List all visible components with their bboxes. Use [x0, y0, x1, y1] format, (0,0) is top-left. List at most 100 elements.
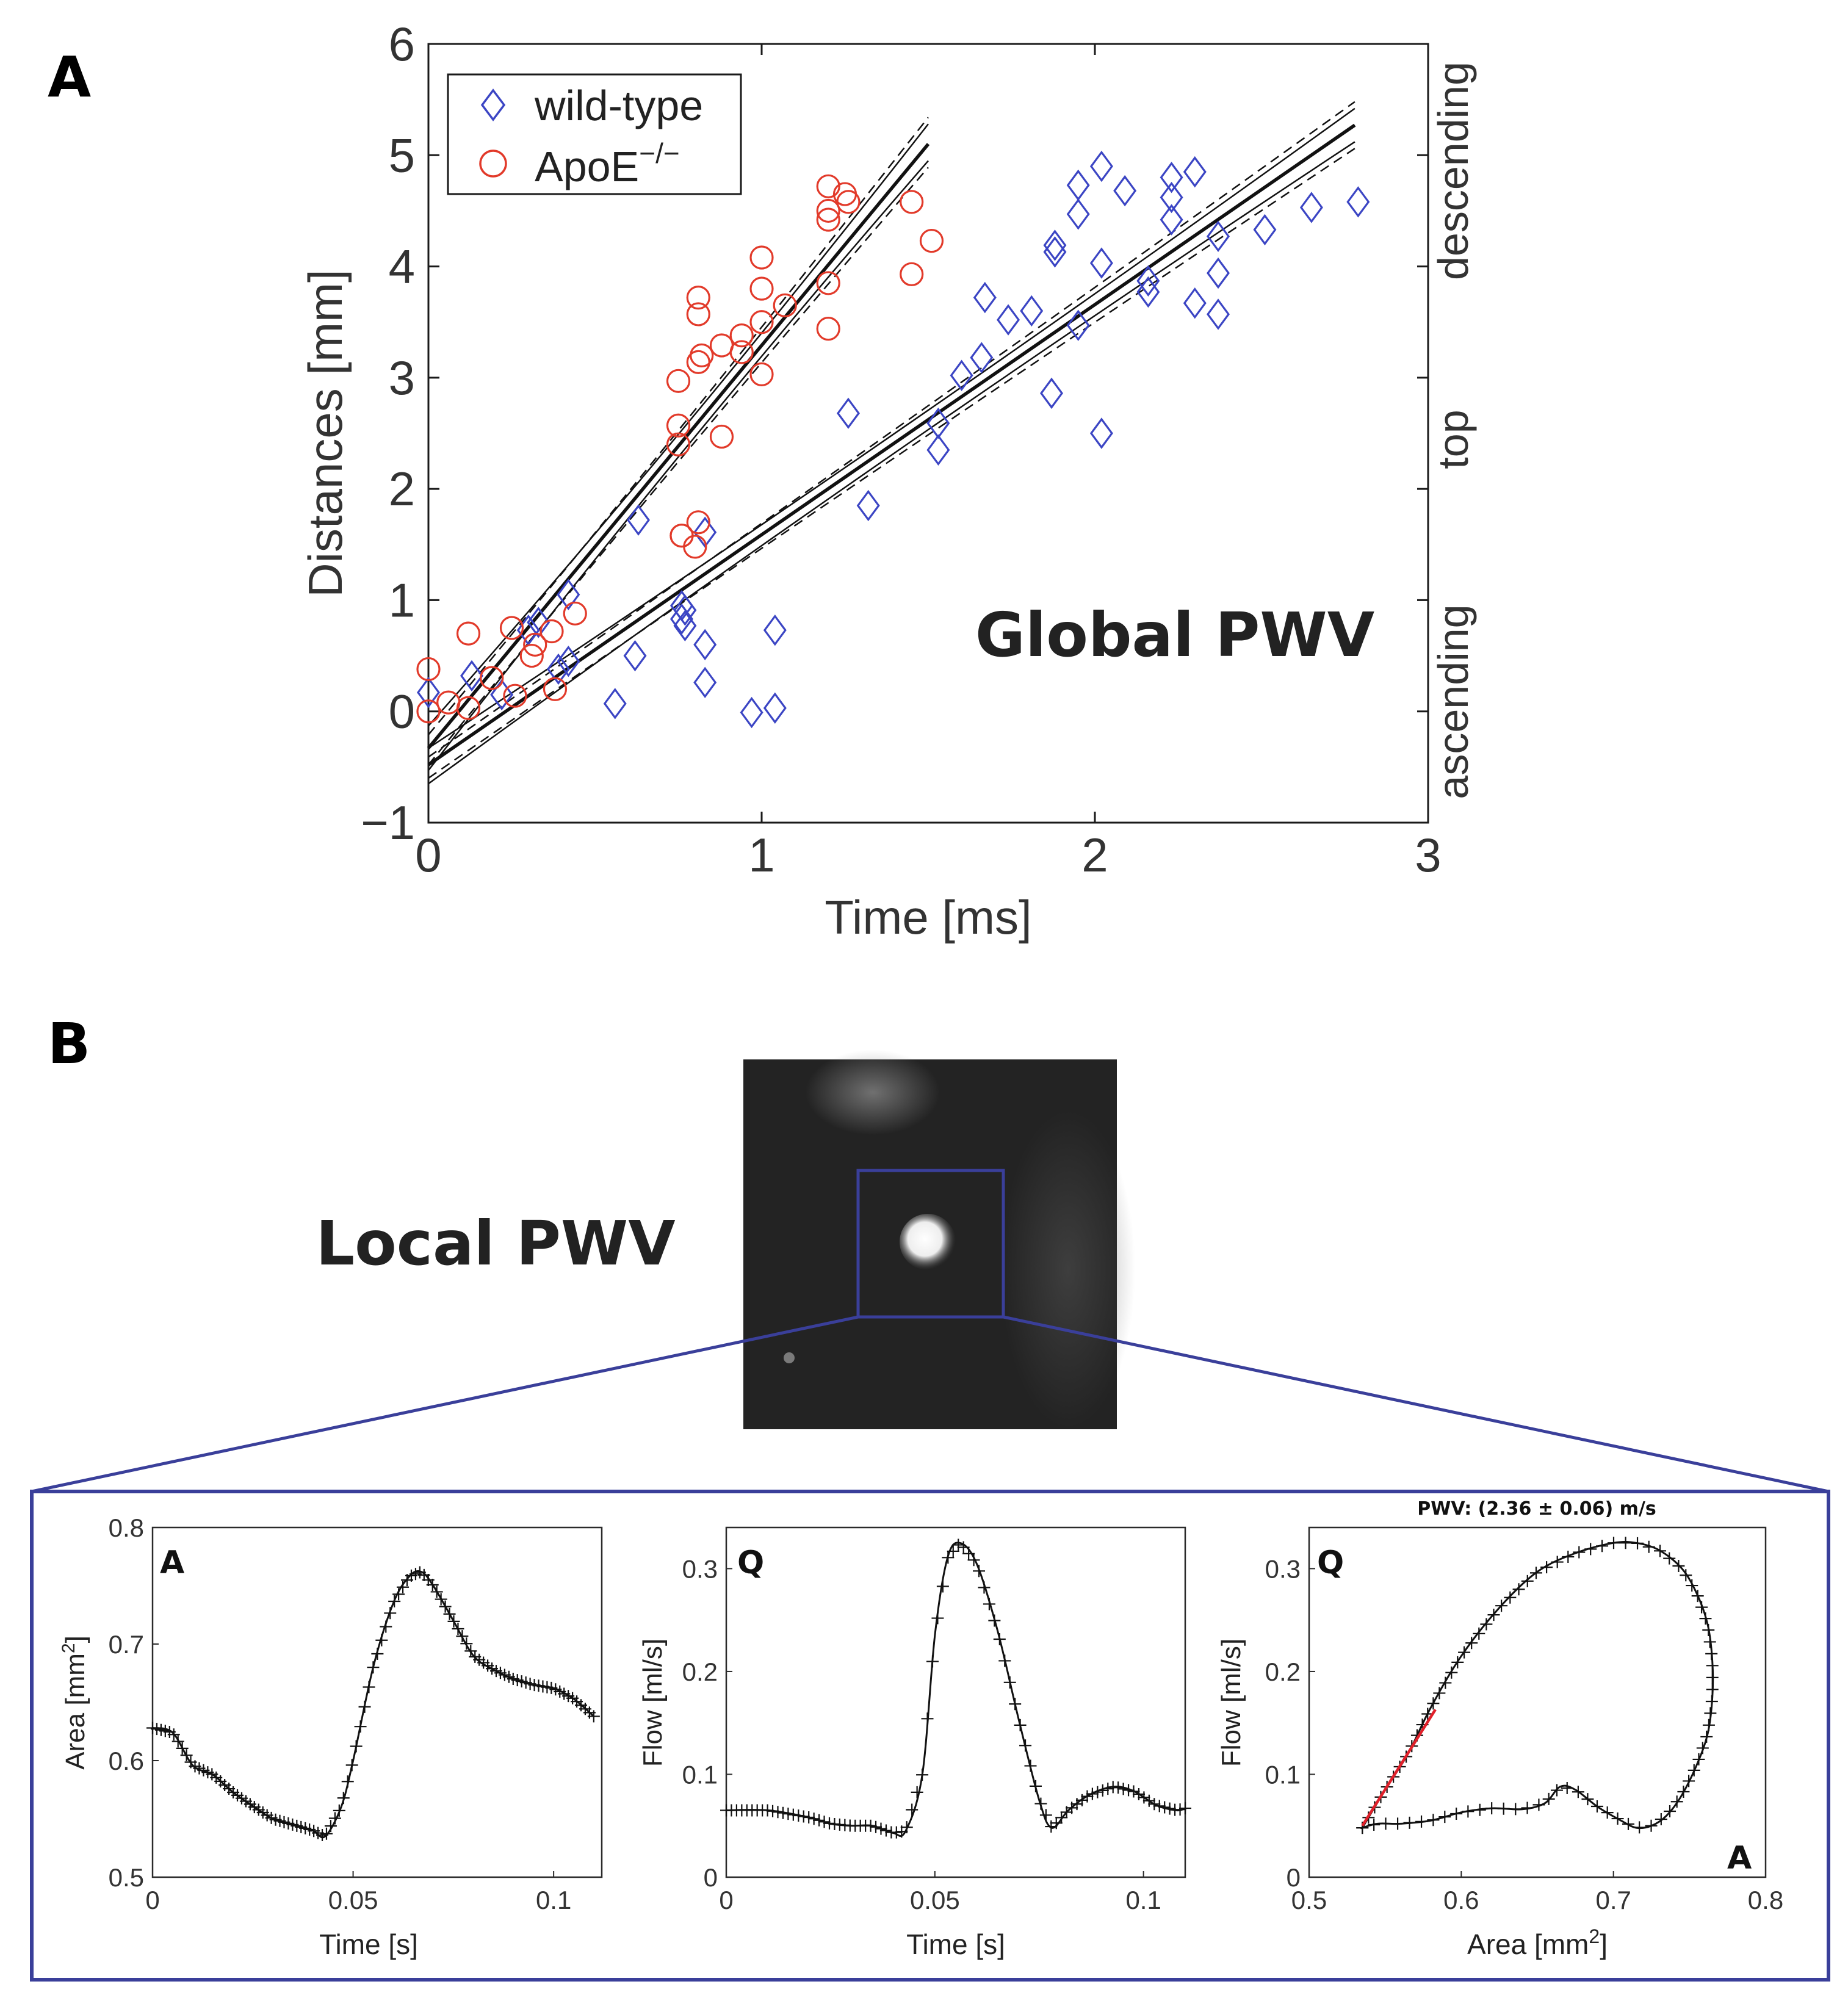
area-marker — [350, 1740, 363, 1753]
flow-marker — [1039, 1809, 1052, 1822]
y-tick-label: 6 — [389, 17, 415, 71]
x-tick-label: 0.05 — [910, 1886, 960, 1914]
wildtype-point — [740, 696, 763, 729]
x-tick-label: 0.8 — [1748, 1886, 1783, 1914]
legend-diamond-icon — [480, 88, 506, 121]
roi-box — [856, 1169, 1005, 1319]
right-label-top: top — [1429, 409, 1477, 469]
x-tick-label: 0.7 — [1595, 1886, 1631, 1914]
qa-marker — [1706, 1659, 1719, 1672]
flow-marker — [1112, 1781, 1125, 1794]
area-marker — [388, 1595, 401, 1607]
flow-marker — [957, 1541, 970, 1554]
qa-ticks: 0.5 0.6 0.7 0.8 0 0.1 0.2 0.3 — [1265, 1554, 1784, 1914]
legend-apoe-label: ApoE−/− — [535, 137, 680, 190]
qa-marker — [1561, 1782, 1573, 1794]
qa-marker — [1692, 1753, 1705, 1765]
wildtype-point — [670, 603, 693, 635]
flow-y-axis-label: Flow [ml/s] — [638, 1639, 668, 1767]
flow-marker — [1091, 1786, 1104, 1798]
apoe-point — [749, 276, 774, 301]
apoe-point — [503, 683, 527, 708]
fit-ci-line — [428, 141, 1355, 785]
qa-marker — [1596, 1540, 1609, 1553]
qa-curve — [1356, 1537, 1719, 1834]
qa-marker — [1497, 1802, 1510, 1815]
qa-corner-label-q: Q — [1317, 1545, 1344, 1581]
flow-marker — [916, 1769, 929, 1781]
flow-marker — [988, 1614, 1001, 1627]
area-plot-frame — [151, 1526, 603, 1878]
flow-plot: 0 0.05 0.1 0 0.1 0.2 0.3 Q Flow [ml/s] Time [s… — [638, 1526, 1191, 1960]
area-curve — [146, 1566, 600, 1841]
global-points — [416, 150, 1370, 729]
area-ticks: 0 0.05 0.1 0.5 0.6 0.7 0.8 — [109, 1513, 572, 1914]
area-marker — [337, 1792, 350, 1805]
zoom-line-left — [31, 1315, 859, 1493]
apoe-point — [543, 677, 568, 701]
y-tick-label: 1 — [389, 573, 415, 627]
flow-marker — [921, 1712, 934, 1725]
flow-marker — [1050, 1817, 1063, 1830]
flow-marker — [1009, 1698, 1022, 1711]
apoe-point — [690, 343, 714, 368]
flow-marker — [1174, 1803, 1186, 1816]
qa-marker — [1473, 1803, 1486, 1816]
apoe-point — [416, 657, 441, 682]
qa-marker — [1691, 1590, 1704, 1603]
flow-marker — [1138, 1791, 1150, 1804]
qa-marker — [1462, 1805, 1474, 1818]
apoe-point — [480, 666, 504, 690]
qa-marker — [1551, 1556, 1564, 1568]
apoe-point — [563, 601, 587, 626]
qa-marker — [1512, 1583, 1525, 1596]
wildtype-point — [763, 614, 787, 646]
flow-marker — [952, 1538, 965, 1551]
y-tick-label: 0.2 — [1265, 1657, 1301, 1686]
apoe-point — [773, 293, 797, 317]
area-marker — [176, 1742, 189, 1755]
apoe-point — [749, 310, 774, 334]
qa-marker — [1473, 1627, 1485, 1640]
mri-image — [743, 1050, 1135, 1429]
y-tick-label: 0.3 — [682, 1554, 718, 1583]
qa-marker — [1680, 1569, 1692, 1582]
y-tick-label: 2 — [389, 462, 415, 516]
qa-corner-label-a: A — [1727, 1840, 1752, 1877]
y-tick-label: 0.1 — [1265, 1760, 1301, 1789]
area-y-axis-label: Area [mm2] — [59, 1636, 90, 1770]
apoe-point — [666, 413, 691, 438]
wildtype-point — [997, 304, 1020, 336]
x-tick-label: 0.05 — [328, 1886, 378, 1914]
qa-marker — [1504, 1591, 1517, 1604]
qa-marker — [1509, 1803, 1522, 1816]
flow-marker — [1117, 1783, 1130, 1795]
area-marker — [447, 1615, 460, 1628]
qa-marker — [1427, 1814, 1440, 1827]
flow-marker — [1055, 1811, 1068, 1824]
flow-marker — [962, 1547, 975, 1560]
wildtype-point — [1043, 229, 1067, 261]
flow-marker — [911, 1786, 923, 1798]
wildtype-point — [623, 640, 647, 672]
flow-marker — [1102, 1783, 1114, 1795]
flow-ticks: 0 0.05 0.1 0 0.1 0.2 0.3 — [682, 1554, 1161, 1914]
flow-marker — [1153, 1800, 1166, 1812]
wildtype-point — [603, 688, 627, 719]
apoe-point — [900, 262, 924, 286]
qa-plot: 0.5 0.6 0.7 0.8 0 0.1 0.2 0.3 PWV: (2.36 ± 0.06… — [1216, 1498, 1783, 1960]
flow-marker — [931, 1612, 944, 1625]
qa-marker — [1601, 1806, 1614, 1819]
wildtype-point — [626, 504, 650, 536]
panel-b: B Local PWV — [30, 1011, 1830, 1982]
apoe-point — [499, 616, 524, 640]
y-tick-label: 0.8 — [109, 1513, 144, 1542]
qa-marker — [1427, 1697, 1440, 1710]
area-marker — [341, 1775, 354, 1788]
flow-marker — [1122, 1784, 1135, 1797]
qa-marker — [1706, 1683, 1719, 1696]
qa-marker — [1642, 1540, 1655, 1553]
flow-marker — [1024, 1759, 1037, 1772]
flow-marker — [776, 1806, 789, 1819]
